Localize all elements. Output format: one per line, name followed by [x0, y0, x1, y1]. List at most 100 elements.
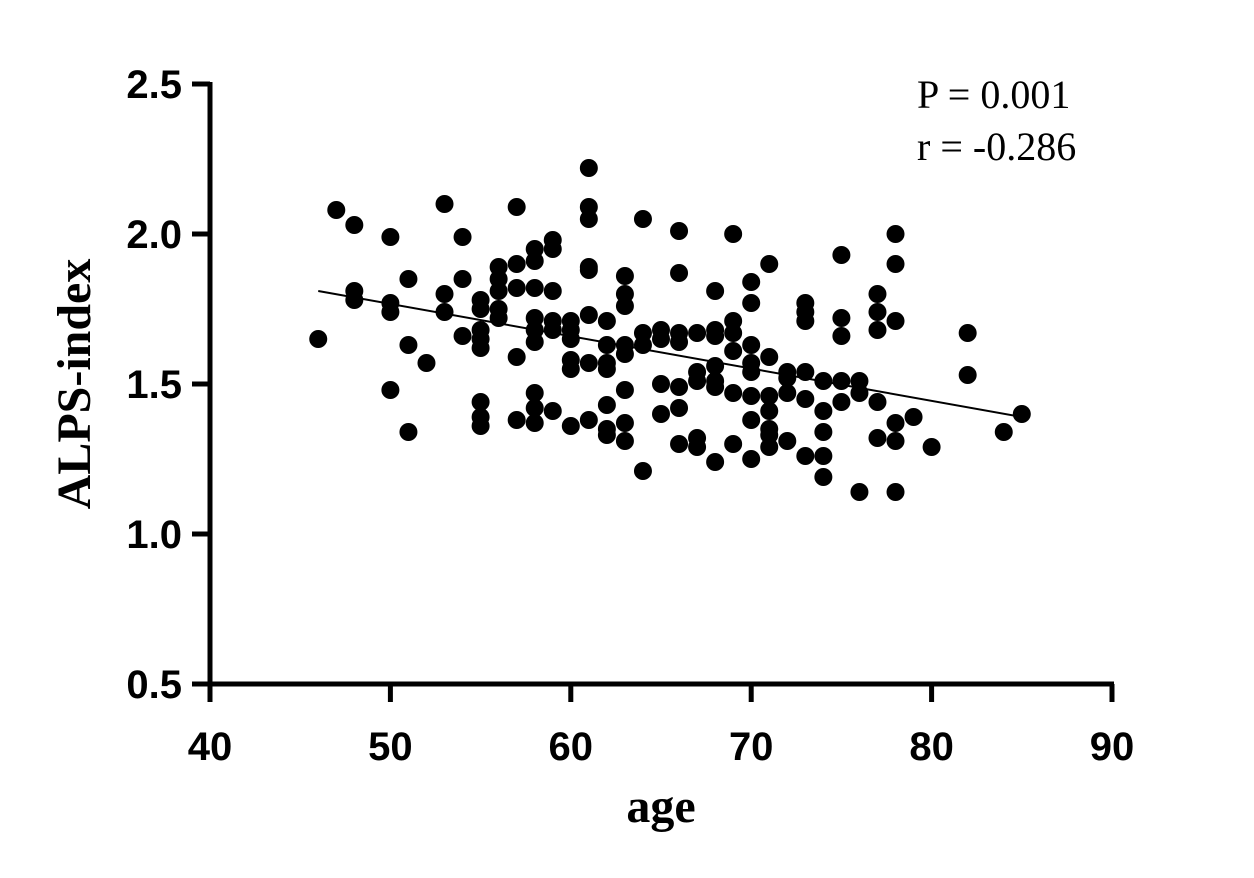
data-point [507, 198, 526, 216]
data-point [399, 270, 418, 288]
data-point [796, 447, 815, 465]
data-point [633, 462, 652, 480]
data-point [1012, 405, 1031, 423]
data-point [958, 366, 977, 384]
data-point [886, 483, 905, 501]
y-tick-label: 1.0 [126, 513, 182, 557]
data-point [633, 336, 652, 354]
data-point [615, 345, 634, 363]
data-point [435, 195, 454, 213]
data-point [615, 267, 634, 285]
data-point [309, 330, 328, 348]
data-point [381, 228, 400, 246]
data-point [670, 399, 689, 417]
data-point [525, 333, 544, 351]
data-point [742, 450, 761, 468]
data-point [670, 435, 689, 453]
data-point [742, 294, 761, 312]
data-point [543, 282, 562, 300]
data-points [309, 159, 1031, 501]
data-point [796, 390, 815, 408]
x-tick-label: 60 [549, 725, 594, 769]
data-point [904, 408, 923, 426]
data-point [597, 336, 616, 354]
data-point [724, 324, 743, 342]
data-point [652, 405, 670, 423]
data-point [886, 312, 905, 330]
data-point [868, 429, 887, 447]
y-tick-label: 2.5 [126, 63, 182, 107]
data-point [724, 384, 743, 402]
data-point [381, 303, 400, 321]
data-point [435, 285, 454, 303]
data-point [760, 438, 779, 456]
data-point [814, 402, 833, 420]
data-point [724, 342, 743, 360]
data-point [525, 414, 544, 432]
x-tick-label: 70 [729, 725, 774, 769]
data-point [507, 255, 526, 273]
data-point [724, 225, 743, 243]
data-point [507, 348, 526, 366]
data-point [435, 303, 454, 321]
data-point [832, 309, 851, 327]
data-point [814, 468, 833, 486]
data-point [597, 360, 616, 378]
data-point [670, 264, 689, 282]
data-point [652, 330, 670, 348]
data-point [543, 240, 562, 258]
data-point [832, 372, 851, 390]
data-point [706, 282, 725, 300]
data-point [579, 306, 598, 324]
data-point [615, 432, 634, 450]
x-axis-title: age [626, 780, 695, 833]
data-point [615, 414, 634, 432]
data-point [850, 483, 869, 501]
data-point [688, 324, 707, 342]
data-point [760, 348, 779, 366]
data-point [760, 387, 779, 405]
data-point [561, 417, 580, 435]
data-point [832, 393, 851, 411]
data-point [814, 423, 833, 441]
data-point [706, 327, 725, 345]
data-point [471, 300, 490, 318]
x-tick-label: 40 [188, 725, 233, 769]
data-point [525, 279, 544, 297]
data-point [868, 303, 887, 321]
data-point [886, 225, 905, 243]
data-point [886, 432, 905, 450]
x-tick-label: 80 [909, 725, 954, 769]
data-point [670, 333, 689, 351]
data-point [579, 354, 598, 372]
x-tick-label: 90 [1090, 725, 1135, 769]
data-point [615, 297, 634, 315]
data-point [525, 384, 544, 402]
x-tick-label: 50 [368, 725, 413, 769]
data-point [994, 423, 1013, 441]
data-point [579, 411, 598, 429]
data-point [742, 336, 761, 354]
data-point [868, 321, 887, 339]
data-point [471, 339, 490, 357]
r-value-annotation: r = -0.286 [917, 124, 1076, 169]
data-point [525, 399, 544, 417]
data-point [760, 255, 779, 273]
data-point [561, 360, 580, 378]
data-point [453, 327, 472, 345]
y-axis-title: ALPS-index [48, 259, 101, 510]
y-tick-label: 0.5 [126, 663, 182, 707]
data-point [597, 312, 616, 330]
data-point [561, 330, 580, 348]
data-point [345, 291, 364, 309]
data-point [724, 435, 743, 453]
data-point [742, 387, 761, 405]
data-point [525, 252, 544, 270]
y-tick-label: 1.5 [126, 363, 182, 407]
data-point [796, 312, 815, 330]
data-point [778, 384, 797, 402]
y-tick-label: 2.0 [126, 213, 182, 257]
data-point [742, 363, 761, 381]
data-point [579, 261, 598, 279]
